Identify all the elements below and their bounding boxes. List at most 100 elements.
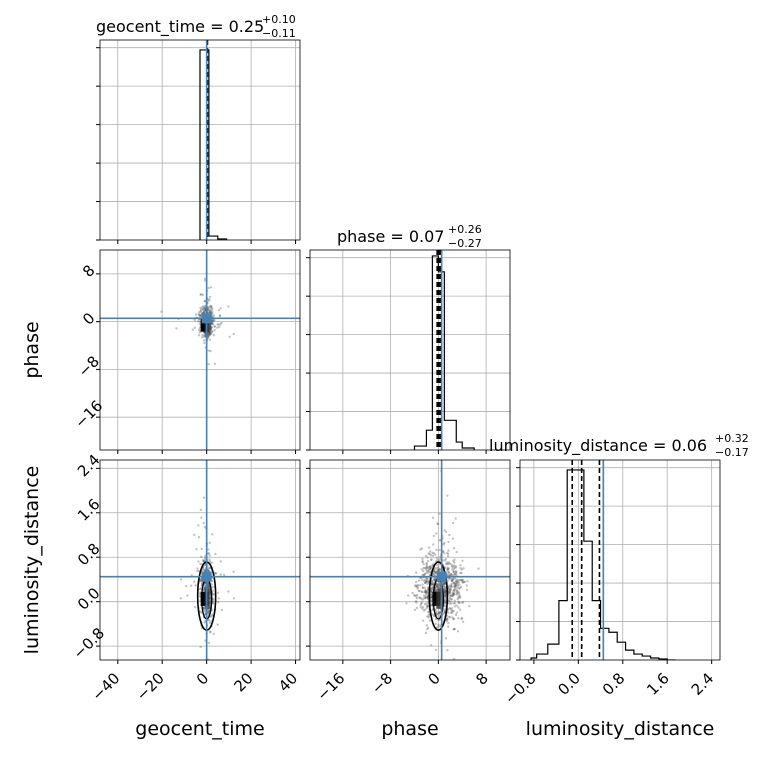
scatter-point-geocent_time-luminosity_distance	[212, 632, 216, 636]
scatter-point-phase-luminosity_distance	[425, 564, 428, 568]
scatter-point-geocent_time-luminosity_distance	[217, 597, 220, 600]
scatter-point-phase-luminosity_distance	[444, 596, 447, 599]
scatter-point-geocent_time-luminosity_distance	[201, 567, 205, 570]
scatter-point-phase-luminosity_distance	[436, 522, 439, 525]
scatter-point-geocent_time-phase	[203, 309, 206, 312]
scatter-point-phase-luminosity_distance	[435, 613, 439, 616]
scatter-point-phase-luminosity_distance	[453, 605, 457, 608]
scatter-point-phase-luminosity_distance	[461, 601, 465, 604]
scatter-point-phase-luminosity_distance	[451, 616, 454, 619]
scatter-point-phase-luminosity_distance	[454, 572, 458, 575]
scatter-point-geocent_time-luminosity_distance	[197, 524, 200, 527]
scatter-point-geocent_time-luminosity_distance	[220, 608, 224, 612]
scatter-point-phase-luminosity_distance	[445, 563, 449, 566]
scatter-point-phase-luminosity_distance	[429, 566, 433, 569]
scatter-point-phase-luminosity_distance	[442, 582, 445, 586]
scatter-point-phase-luminosity_distance	[425, 628, 429, 631]
scatter-point-geocent_time-phase	[198, 314, 201, 317]
scatter-point-phase-luminosity_distance	[445, 620, 448, 623]
ytick-label-luminosity_distance-2: 0.8	[74, 540, 104, 570]
scatter-point-phase-luminosity_distance	[419, 663, 421, 665]
scatter-point-phase-luminosity_distance	[430, 590, 433, 593]
scatter-point-phase-luminosity_distance	[429, 644, 433, 647]
scatter-point-phase-luminosity_distance	[465, 588, 469, 592]
scatter-point-geocent_time-luminosity_distance	[199, 508, 203, 512]
scatter-point-phase-luminosity_distance	[420, 547, 424, 550]
scatter-point-phase-luminosity_distance	[421, 573, 424, 577]
scatter-point-phase-luminosity_distance	[435, 585, 439, 589]
scatter-point-phase-luminosity_distance	[431, 516, 435, 520]
scatter-point-phase-luminosity_distance	[465, 584, 469, 587]
scatter-point-phase-luminosity_distance	[434, 571, 437, 574]
scatter-point-phase-luminosity_distance	[443, 589, 447, 593]
scatter-point-phase-luminosity_distance	[427, 568, 431, 571]
scatter-point-phase-luminosity_distance	[446, 625, 450, 628]
scatter-point-phase-luminosity_distance	[426, 589, 429, 593]
scatter-point-geocent_time-phase	[216, 323, 219, 326]
scatter-point-phase-luminosity_distance	[430, 558, 433, 561]
scatter-point-phase-luminosity_distance	[423, 590, 427, 594]
scatter-point-phase-luminosity_distance	[450, 609, 453, 612]
scatter-point-phase-luminosity_distance	[454, 613, 458, 617]
ytick-label-luminosity_distance-3: 1.6	[74, 495, 104, 525]
scatter-point-phase-luminosity_distance	[454, 566, 458, 569]
scatter-point-phase-luminosity_distance	[438, 611, 441, 615]
scatter-point-phase-luminosity_distance	[447, 615, 451, 619]
scatter-point-phase-luminosity_distance	[433, 572, 436, 575]
scatter-point-geocent_time-phase	[197, 334, 201, 337]
scatter-point-phase-luminosity_distance	[437, 583, 441, 586]
scatter-point-geocent_time-luminosity_distance	[203, 556, 207, 559]
scatter-point-phase-luminosity_distance	[429, 567, 432, 570]
scatter-point-phase-luminosity_distance	[449, 591, 452, 595]
scatter-point-phase-luminosity_distance	[437, 566, 440, 569]
scatter-point-phase-luminosity_distance	[454, 584, 458, 587]
scatter-point-phase-luminosity_distance	[411, 591, 414, 595]
scatter-point-geocent_time-phase	[212, 314, 215, 317]
scatter-point-phase-luminosity_distance	[451, 593, 455, 597]
scatter-point-geocent_time-luminosity_distance	[212, 593, 216, 596]
scatter-point-phase-luminosity_distance	[466, 580, 469, 583]
scatter-point-geocent_time-phase	[217, 323, 220, 326]
scatter-point-phase-luminosity_distance	[454, 578, 458, 581]
scatter-point-phase-luminosity_distance	[444, 597, 447, 600]
scatter-point-geocent_time-phase	[211, 330, 214, 333]
panel-phase-luminosity_distance	[310, 460, 510, 665]
scatter-point-geocent_time-phase	[209, 306, 212, 309]
scatter-point-geocent_time-phase	[213, 325, 216, 328]
scatter-point-phase-luminosity_distance	[452, 559, 455, 562]
scatter-point-phase-luminosity_distance	[443, 581, 447, 585]
scatter-point-phase-luminosity_distance	[450, 563, 453, 566]
scatter-point-geocent_time-phase	[208, 298, 211, 301]
ytick-label-luminosity_distance-4: 2.4	[74, 451, 104, 481]
scatter-point-phase-luminosity_distance	[457, 617, 460, 620]
scatter-point-geocent_time-phase	[199, 293, 202, 296]
scatter-point-geocent_time-luminosity_distance	[200, 516, 203, 519]
scatter-point-phase-luminosity_distance	[407, 594, 410, 597]
panel-geocent_time	[199, 40, 228, 240]
scatter-point-phase-luminosity_distance	[435, 567, 438, 570]
scatter-point-phase-luminosity_distance	[449, 585, 453, 589]
scatter-point-phase-luminosity_distance	[443, 587, 446, 591]
scatter-point-phase-luminosity_distance	[424, 581, 427, 585]
scatter-point-phase-luminosity_distance	[456, 586, 459, 590]
density-core-light-geocent_time-luminosity_distance	[204, 588, 211, 609]
scatter-point-geocent_time-luminosity_distance	[207, 569, 210, 572]
scatter-point-phase-luminosity_distance	[450, 585, 454, 588]
scatter-point-phase-luminosity_distance	[453, 583, 456, 586]
scatter-point-phase-luminosity_distance	[426, 578, 429, 581]
scatter-point-phase-luminosity_distance	[458, 593, 461, 596]
scatter-point-phase-luminosity_distance	[443, 591, 447, 595]
scatter-point-phase-luminosity_distance	[443, 566, 447, 569]
scatter-point-phase-luminosity_distance	[448, 586, 451, 589]
truth-marker-phase-luminosity_distance	[436, 571, 447, 582]
scatter-point-phase-luminosity_distance	[446, 494, 449, 497]
scatter-point-phase-luminosity_distance	[438, 583, 441, 586]
scatter-point-phase-luminosity_distance	[424, 590, 428, 593]
scatter-point-phase-luminosity_distance	[426, 565, 429, 569]
scatter-point-phase-luminosity_distance	[460, 579, 463, 582]
scatter-point-geocent_time-phase	[209, 310, 212, 313]
scatter-point-phase-luminosity_distance	[432, 534, 436, 538]
scatter-point-phase-luminosity_distance	[449, 587, 452, 591]
scatter-point-phase-luminosity_distance	[448, 594, 451, 597]
scatter-point-geocent_time-luminosity_distance	[203, 619, 207, 623]
